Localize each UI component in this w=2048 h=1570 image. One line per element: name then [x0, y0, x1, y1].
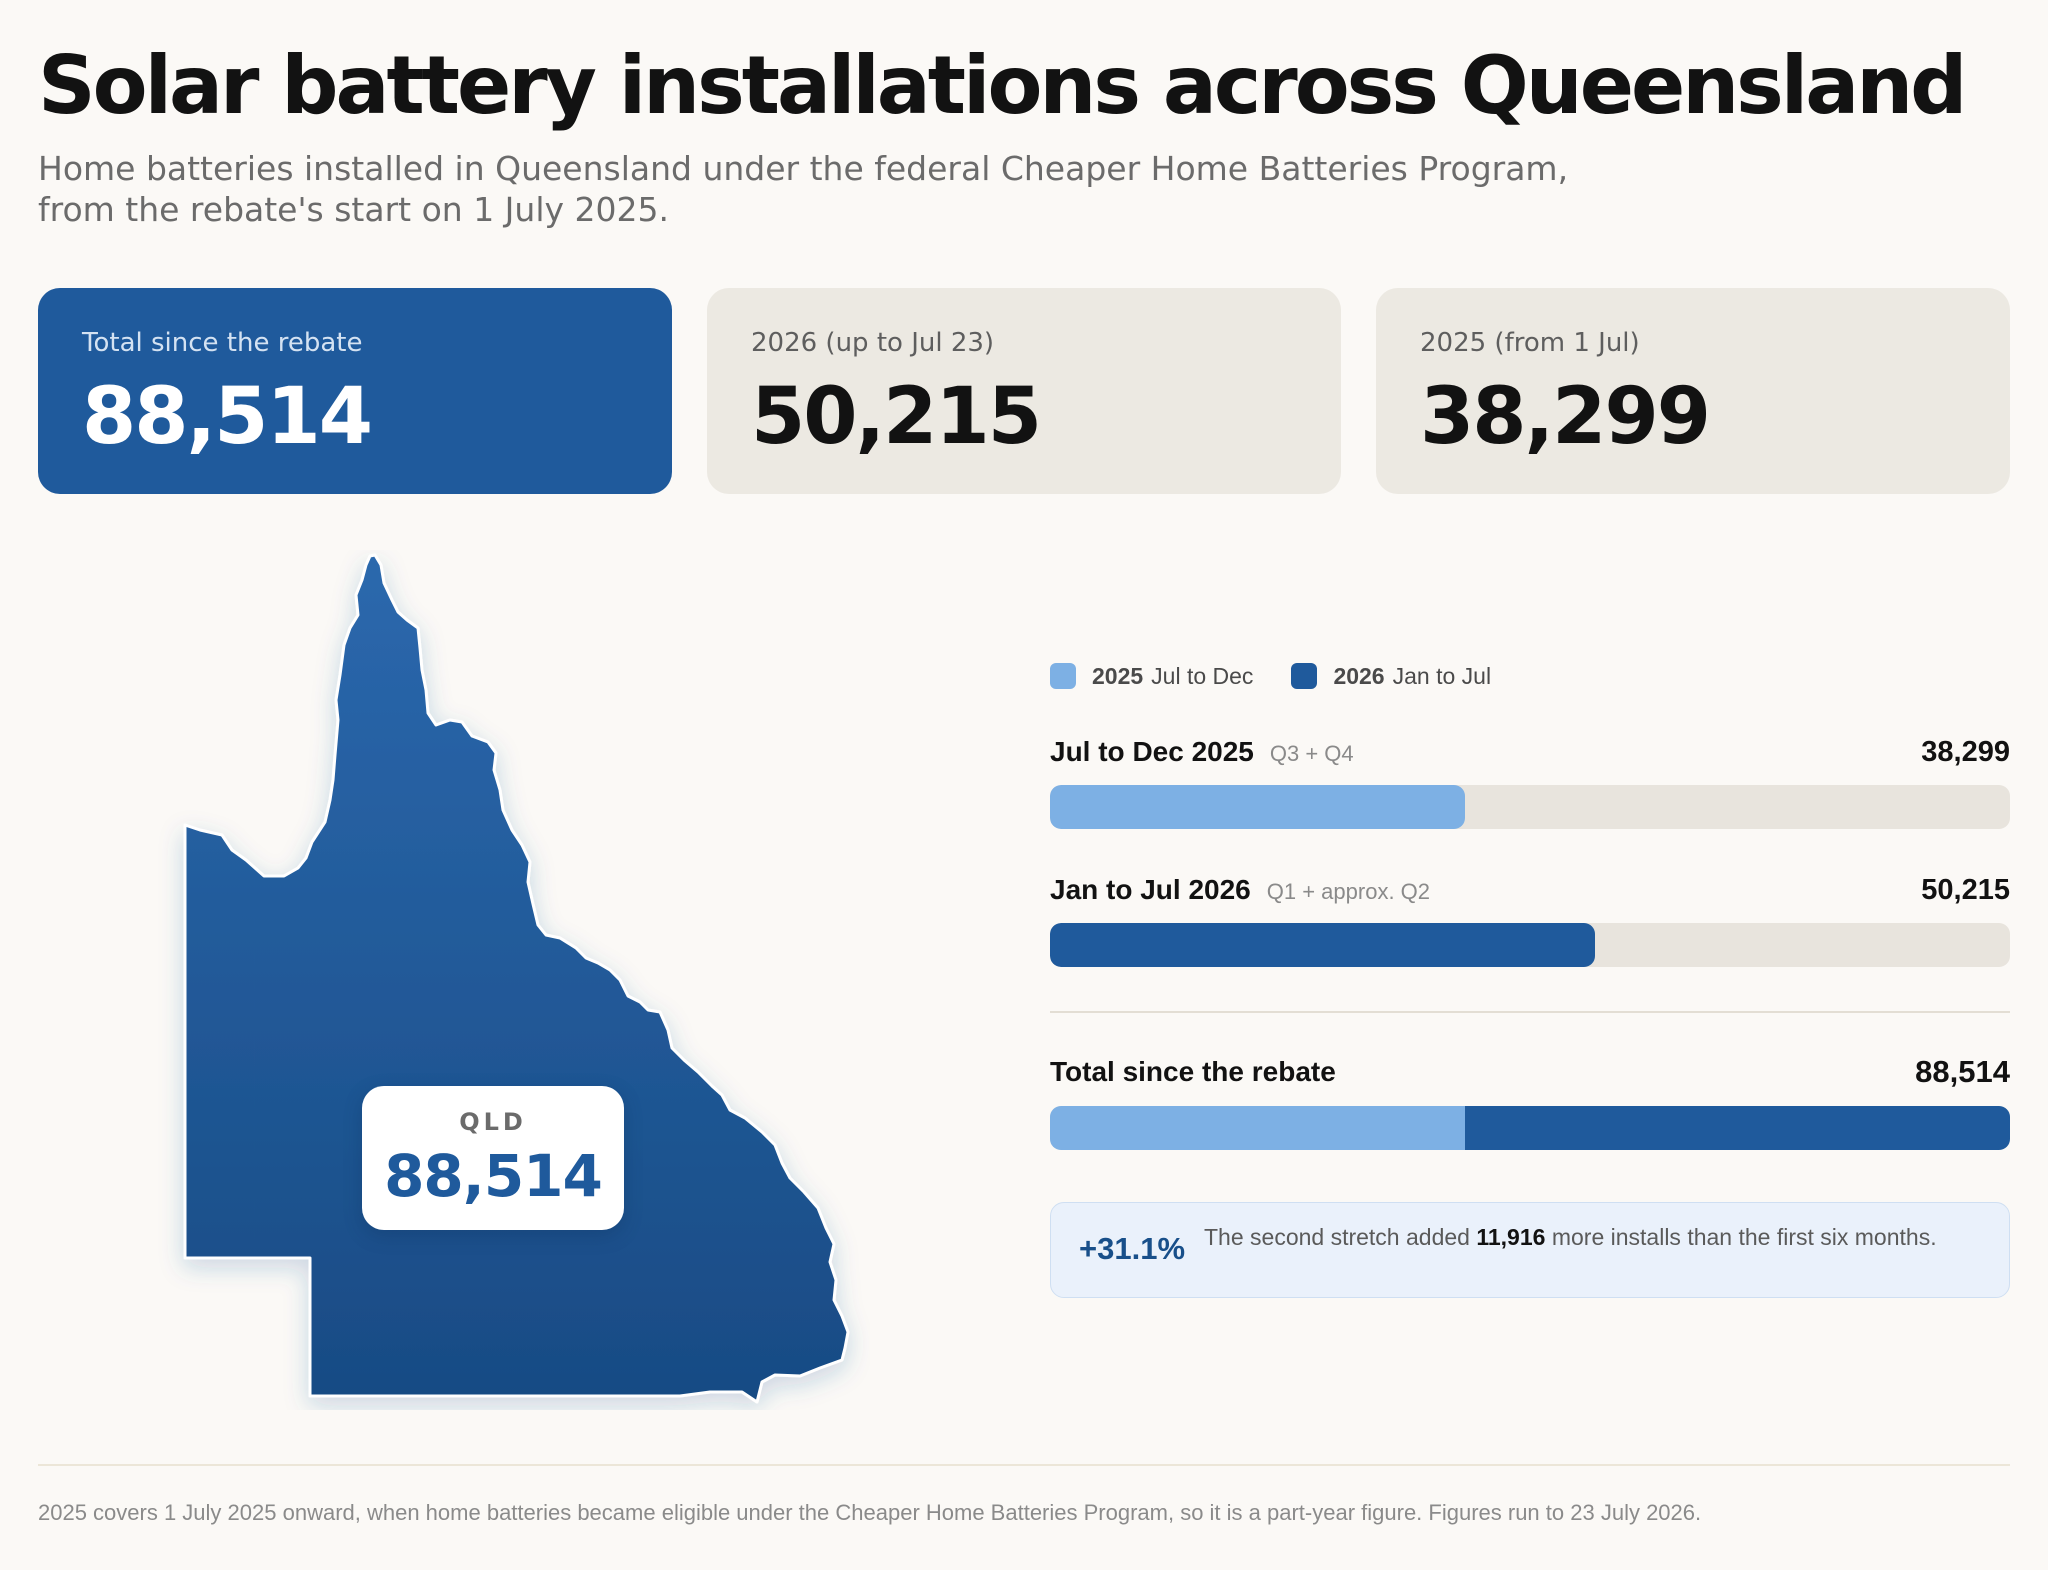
bar-note: Q1 + approx. Q2: [1266, 879, 1431, 904]
stat-card-2026: 2026 (up to Jul 23) 50,215: [707, 288, 1341, 494]
bar-label-text: Jul to Dec 2025: [1050, 736, 1254, 767]
region-total: 88,514: [384, 1142, 603, 1210]
legend-swatch-2025: [1050, 663, 1076, 689]
bar-track-2025: [1050, 785, 2010, 829]
bar-value-label-2026: 50,215: [1921, 874, 2010, 906]
bar-track-2026: [1050, 923, 2010, 967]
installs-bar-chart: 2025 Jul to Dec 2026 Jan to Jul Jul to Dec…: [1050, 660, 2010, 1300]
legend-label: 2025 Jul to Dec: [1092, 663, 1253, 690]
total-segment-0: [1050, 1106, 1466, 1150]
stat-card-label: Total since the rebate: [82, 328, 363, 358]
legend-year: 2026: [1333, 662, 1385, 689]
legend-item-2026: 2026 Jan to Jul: [1291, 663, 1491, 690]
footnote: 2025 covers 1 July 2025 onward, when hom…: [38, 1500, 1702, 1525]
total-label: Total since the rebate: [1050, 1056, 1336, 1087]
legend-swatch-2026: [1291, 663, 1318, 689]
chart-legend: 2025 Jul to Dec 2026 Jan to Jul: [1050, 660, 1529, 692]
bar-fill-2025: [1050, 785, 1466, 829]
legend-item-2025: 2025 Jul to Dec: [1050, 663, 1253, 690]
stat-card-label: 2026 (up to Jul 23): [751, 328, 995, 358]
growth-message: The second stretch added 11,916 more ins…: [1204, 1223, 1964, 1251]
stat-card-value: 38,299: [1420, 372, 1711, 462]
stat-card-label: 2025 (from 1 Jul): [1420, 328, 1640, 358]
callout-text-after: more installs than the first six months.: [1551, 1224, 1937, 1250]
queensland-map: [150, 550, 870, 1410]
stat-card-total: Total since the rebate 88,514: [38, 288, 672, 494]
bar-label-2025: Jul to Dec 2025 Q3 + Q4: [1050, 736, 1354, 768]
growth-callout: +31.1% The second stretch added 11,916 m…: [1050, 1202, 2010, 1298]
bar-fill-2026: [1050, 923, 1595, 967]
legend-year: 2025: [1092, 662, 1144, 689]
bar-label-2026: Jan to Jul 2026 Q1 + approx. Q2: [1050, 874, 1430, 906]
page-subtitle: Home batteries installed in Queensland u…: [38, 149, 1569, 229]
queensland-map-svg: [183, 553, 850, 1404]
stat-card-2025: 2025 (from 1 Jul) 38,299: [1376, 288, 2010, 494]
stat-card-value: 50,215: [751, 372, 1042, 462]
legend-period: Jul to Dec: [1151, 662, 1254, 689]
chart-divider: [1050, 1011, 2010, 1013]
bar-label-text: Jan to Jul 2026: [1050, 874, 1251, 905]
queensland-shape: [183, 553, 850, 1404]
legend-label: 2026 Jan to Jul: [1333, 663, 1491, 690]
legend-period: Jan to Jul: [1392, 662, 1492, 689]
bar-value-label-2025: 38,299: [1921, 736, 2010, 768]
footer-divider: [38, 1464, 2010, 1466]
region-code: QLD: [459, 1108, 527, 1136]
map-region-badge: QLD 88,514: [362, 1086, 624, 1230]
total-segment-1: [1465, 1106, 2010, 1150]
bar-note: Q3 + Q4: [1269, 741, 1354, 766]
stat-card-value: 88,514: [82, 372, 373, 462]
page-title: Solar battery installations across Queen…: [38, 39, 1967, 132]
callout-highlight: 11,916: [1476, 1224, 1546, 1250]
total-value-label: 88,514: [1915, 1054, 2010, 1089]
total-stacked-bar: [1050, 1106, 2010, 1150]
callout-text-before: The second stretch added: [1204, 1224, 1470, 1250]
growth-percent: +31.1%: [1079, 1231, 1186, 1266]
